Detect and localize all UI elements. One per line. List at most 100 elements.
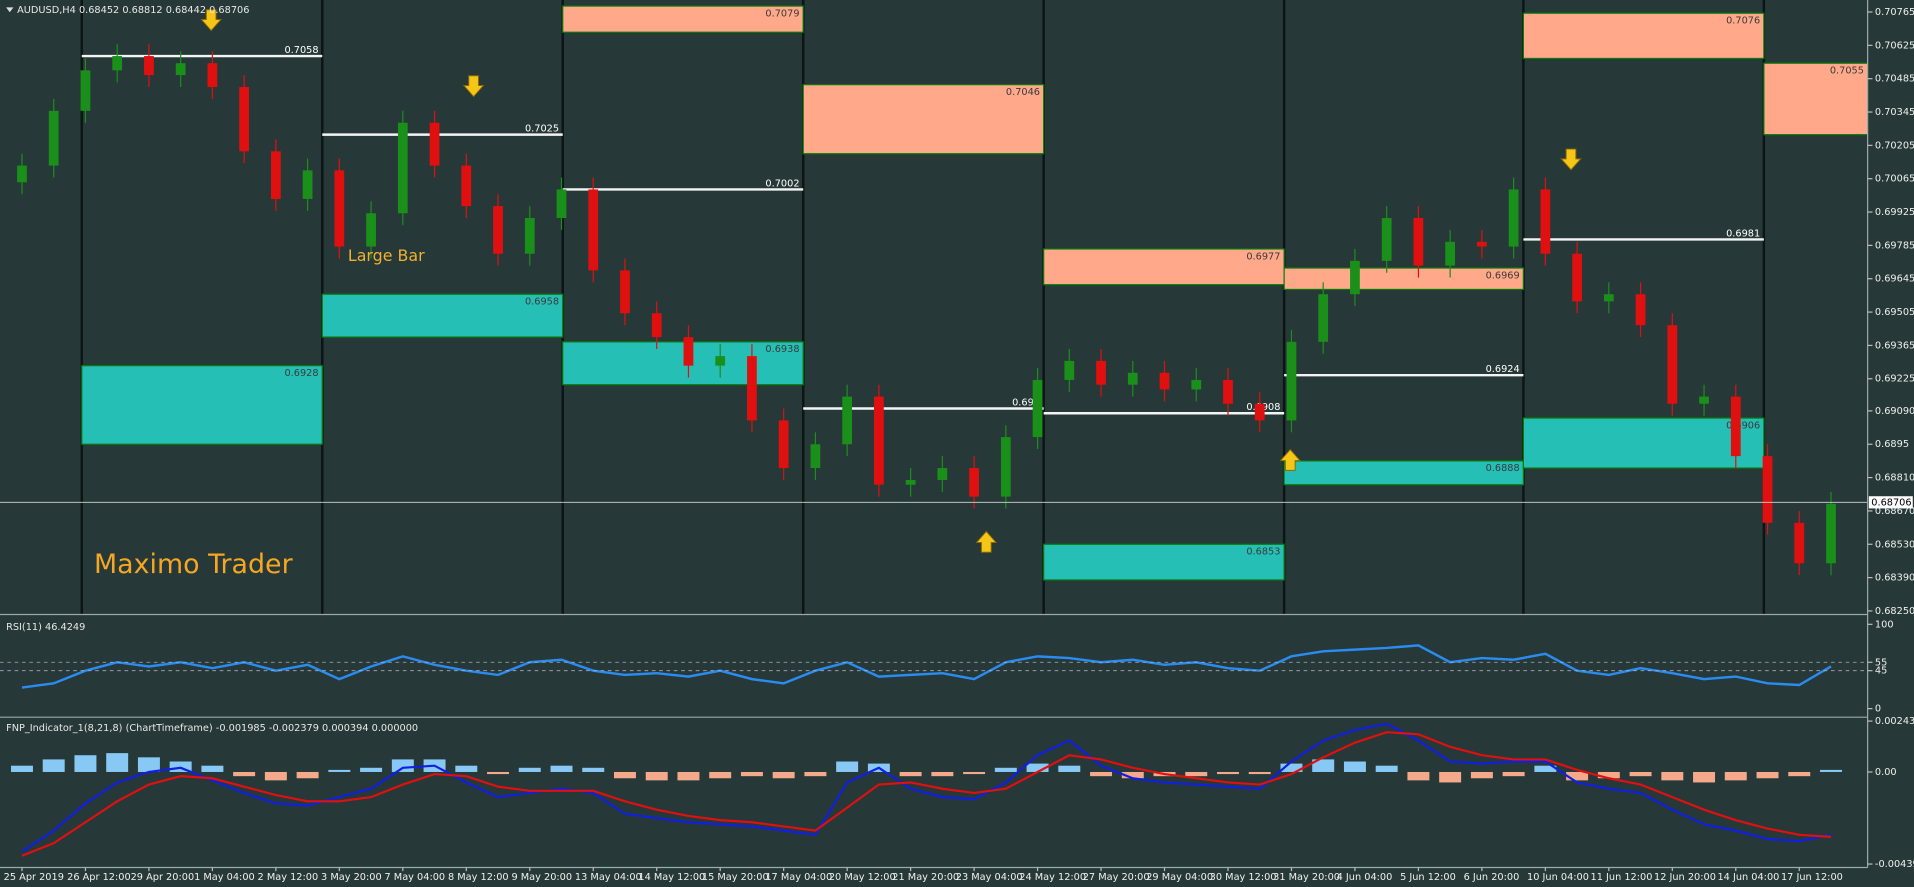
level-label: 0.6981: [1726, 228, 1760, 239]
x-tick-label: 29 Apr 20:00: [131, 872, 195, 883]
zone-label: 0.6928: [284, 368, 318, 379]
histogram-bar: [1407, 771, 1430, 781]
candle-body: [1286, 341, 1297, 421]
x-tick-label: 30 May 12:00: [1210, 872, 1277, 883]
y-tick-label: 0.68810: [1875, 473, 1914, 484]
y-tick-label: 100: [1875, 619, 1894, 630]
plot-layer: [0, 44, 1868, 857]
zone-label: 0.7076: [1726, 16, 1760, 27]
candle-body: [1762, 456, 1773, 523]
y-tick-label: 0.70485: [1875, 74, 1914, 85]
candle-body: [588, 189, 599, 271]
y-tick-label: 0.69505: [1875, 307, 1914, 318]
candle-body: [1603, 294, 1614, 302]
candle-body: [207, 63, 218, 88]
candle-body: [1730, 396, 1741, 457]
candle-body: [80, 70, 91, 111]
x-tick-label: 20 May 12:00: [829, 872, 896, 883]
zone: [1283, 267, 1524, 291]
rsi-title: RSI(11) 46.4249: [6, 622, 85, 633]
x-tick-label: 12 Jun 20:00: [1654, 872, 1716, 883]
x-tick-label: 31 May 20:00: [1273, 872, 1340, 883]
x-tick-label: 7 May 04:00: [385, 872, 446, 883]
x-tick-label: 10 Jun 04:00: [1527, 872, 1589, 883]
candle-body: [1000, 437, 1011, 497]
candle-body: [1413, 217, 1424, 266]
candle-body: [397, 122, 408, 214]
histogram-bar: [709, 771, 732, 779]
histogram-bar: [1597, 771, 1620, 779]
y-tick-label: 0.6895: [1875, 439, 1909, 450]
candle-body: [842, 396, 853, 445]
zone-label: 0.6958: [525, 297, 559, 308]
zone: [1522, 12, 1765, 60]
y-tick-label: 0.69645: [1875, 274, 1914, 285]
down-arrow: [462, 75, 485, 98]
candle-body: [969, 468, 979, 497]
histogram-bar: [582, 767, 605, 772]
candle-body: [270, 151, 281, 199]
zone: [562, 5, 804, 33]
level-label: 0.7058: [284, 45, 318, 56]
rsi-line: [21, 644, 1832, 689]
candle-body: [937, 468, 948, 480]
histogram-bar: [106, 753, 129, 772]
histogram-bar: [74, 755, 97, 772]
candle-body: [1540, 189, 1551, 254]
histogram-bar: [1343, 761, 1366, 772]
last-price-label: 0.68706: [1871, 497, 1911, 508]
y-tick-label: 0.70205: [1875, 140, 1914, 151]
histogram-bar: [994, 767, 1017, 772]
histogram-bar: [1534, 765, 1557, 772]
down-arrow: [1560, 148, 1582, 171]
candle-body: [239, 87, 250, 152]
histogram-bar: [1026, 763, 1049, 772]
x-tick-label: 26 Apr 12:00: [67, 872, 131, 883]
candle-body: [1159, 372, 1170, 390]
candle-body: [778, 420, 789, 469]
candle-body: [48, 110, 59, 166]
x-tick-label: 6 Jun 20:00: [1464, 872, 1520, 883]
candle-body: [683, 337, 694, 366]
candle-body: [651, 313, 662, 338]
histogram-bar: [1629, 771, 1652, 777]
x-tick-label: 5 Jun 12:00: [1400, 872, 1456, 883]
x-tick-label: 24 May 12:00: [1019, 872, 1086, 883]
x-tick-label: 29 May 04:00: [1146, 872, 1213, 883]
histogram-bar: [201, 765, 224, 772]
zone: [802, 84, 1045, 155]
candle-body: [334, 170, 345, 247]
y-tick-label: -0.004396: [1875, 859, 1914, 870]
candle-body: [493, 206, 503, 254]
x-tick-label: 17 Jun 12:00: [1781, 872, 1843, 883]
histogram-bar: [1439, 771, 1462, 783]
menu-triangle: [6, 7, 14, 13]
candle-body: [1667, 325, 1678, 404]
candle-body: [524, 217, 535, 254]
x-tick-label: 3 May 20:00: [321, 872, 382, 883]
candle-body: [873, 396, 884, 485]
histogram-bar: [1248, 771, 1271, 775]
y-tick-label: 0.69785: [1875, 240, 1914, 251]
histogram-bar: [1090, 771, 1113, 777]
candle-body: [1223, 379, 1233, 404]
y-tick-label: 0.68670: [1875, 506, 1914, 517]
zone: [1043, 543, 1285, 581]
histogram-bar: [677, 771, 700, 781]
y-tick-label: 0.68530: [1875, 539, 1914, 550]
candle-body: [1508, 189, 1519, 247]
x-tick-label: 8 May 12:00: [448, 872, 509, 883]
candle-body: [620, 270, 630, 314]
candle-body: [1350, 260, 1360, 295]
histogram-bar: [518, 767, 541, 772]
zone-label: 0.6938: [765, 344, 799, 355]
x-tick-label: 15 May 20:00: [702, 872, 769, 883]
zone: [1763, 62, 1869, 136]
indicator-line: [21, 731, 1832, 857]
candle-body: [1635, 294, 1646, 326]
zone-label: 0.6977: [1246, 251, 1280, 262]
candle-body: [1477, 241, 1487, 247]
candle-body: [1318, 294, 1329, 342]
up-arrow: [975, 530, 998, 553]
